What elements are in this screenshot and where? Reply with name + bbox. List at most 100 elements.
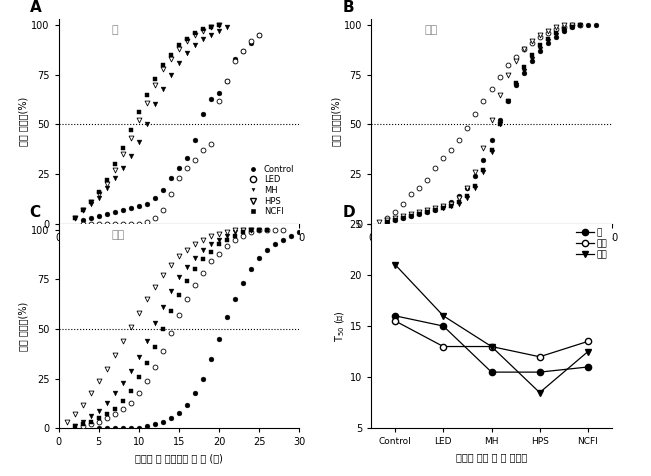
Point: [118, 150, 128, 158]
Point: [214, 250, 225, 258]
X-axis label: 야간의 간헐 적 인 등처리: 야간의 간헐 적 인 등처리: [456, 452, 527, 462]
Point: [85, 220, 96, 228]
Point: [462, 184, 473, 192]
Point: [174, 311, 184, 319]
Point: [278, 236, 288, 243]
Point: [102, 365, 112, 373]
Point: [166, 307, 176, 315]
Point: [470, 184, 480, 192]
Point: [150, 319, 160, 327]
Point: [174, 291, 184, 299]
Point: [214, 21, 225, 29]
Point: [559, 27, 569, 35]
Point: [109, 405, 120, 412]
Text: A: A: [30, 0, 42, 15]
Point: [551, 23, 561, 31]
Point: [534, 45, 545, 53]
Point: [214, 21, 225, 29]
Point: [503, 97, 513, 104]
Point: [486, 137, 497, 144]
가을: [488, 344, 495, 349]
Point: [206, 232, 216, 239]
Point: [126, 152, 136, 160]
Point: [182, 401, 192, 408]
Point: [510, 79, 521, 87]
Point: [454, 137, 465, 144]
Point: [142, 99, 152, 106]
Point: [133, 353, 144, 361]
Point: [510, 53, 521, 60]
Point: [238, 279, 249, 287]
Point: [150, 343, 160, 351]
Point: [126, 204, 136, 212]
Point: [150, 214, 160, 221]
Point: [158, 303, 168, 311]
Point: [174, 45, 184, 53]
Point: [382, 216, 393, 224]
Point: [94, 425, 104, 432]
Point: [486, 85, 497, 92]
Point: [222, 77, 232, 84]
Point: [246, 226, 256, 234]
봄: [584, 364, 592, 370]
Point: [503, 97, 513, 104]
Point: [109, 389, 120, 397]
Point: [109, 160, 120, 168]
Point: [158, 347, 168, 355]
Point: [85, 214, 96, 221]
Point: [206, 31, 216, 39]
Point: [422, 208, 432, 216]
Point: [270, 226, 281, 234]
Point: [454, 198, 465, 206]
Point: [102, 415, 112, 422]
Point: [566, 23, 577, 31]
Point: [527, 57, 537, 65]
Point: [462, 184, 473, 192]
Point: [77, 206, 88, 214]
Point: [246, 228, 256, 236]
Point: [126, 323, 136, 331]
Point: [102, 210, 112, 218]
Text: D: D: [342, 205, 355, 219]
Y-axis label: 누적 개화율(%): 누적 개화율(%): [331, 97, 341, 146]
Point: [190, 29, 201, 37]
Y-axis label: 누적 개화율(%): 누적 개화율(%): [18, 301, 29, 351]
Point: [158, 61, 168, 69]
Point: [254, 226, 264, 234]
Point: [575, 21, 585, 29]
Point: [246, 226, 256, 234]
Point: [182, 264, 192, 271]
Point: [190, 254, 201, 261]
Point: [182, 37, 192, 45]
Point: [142, 91, 152, 99]
Point: [190, 281, 201, 289]
Point: [206, 95, 216, 102]
Point: [527, 51, 537, 59]
Point: [118, 206, 128, 214]
Point: [118, 220, 128, 228]
Point: [94, 212, 104, 219]
Point: [133, 202, 144, 209]
Point: [406, 190, 417, 198]
Point: [94, 220, 104, 228]
Point: [174, 174, 184, 182]
Point: [559, 23, 569, 31]
Point: [534, 47, 545, 55]
곸울: [584, 349, 592, 355]
Point: [198, 27, 208, 35]
Point: [133, 309, 144, 317]
Point: [77, 401, 88, 408]
Point: [85, 413, 96, 420]
Point: [182, 164, 192, 172]
Point: [182, 246, 192, 253]
Point: [70, 411, 80, 418]
Point: [133, 117, 144, 124]
Point: [94, 415, 104, 422]
Point: [527, 39, 537, 47]
Point: [238, 228, 249, 236]
Point: [206, 248, 216, 255]
Point: [398, 200, 408, 208]
Point: [214, 230, 225, 238]
Text: 겨울: 겨울: [111, 230, 125, 240]
Point: [430, 206, 441, 214]
